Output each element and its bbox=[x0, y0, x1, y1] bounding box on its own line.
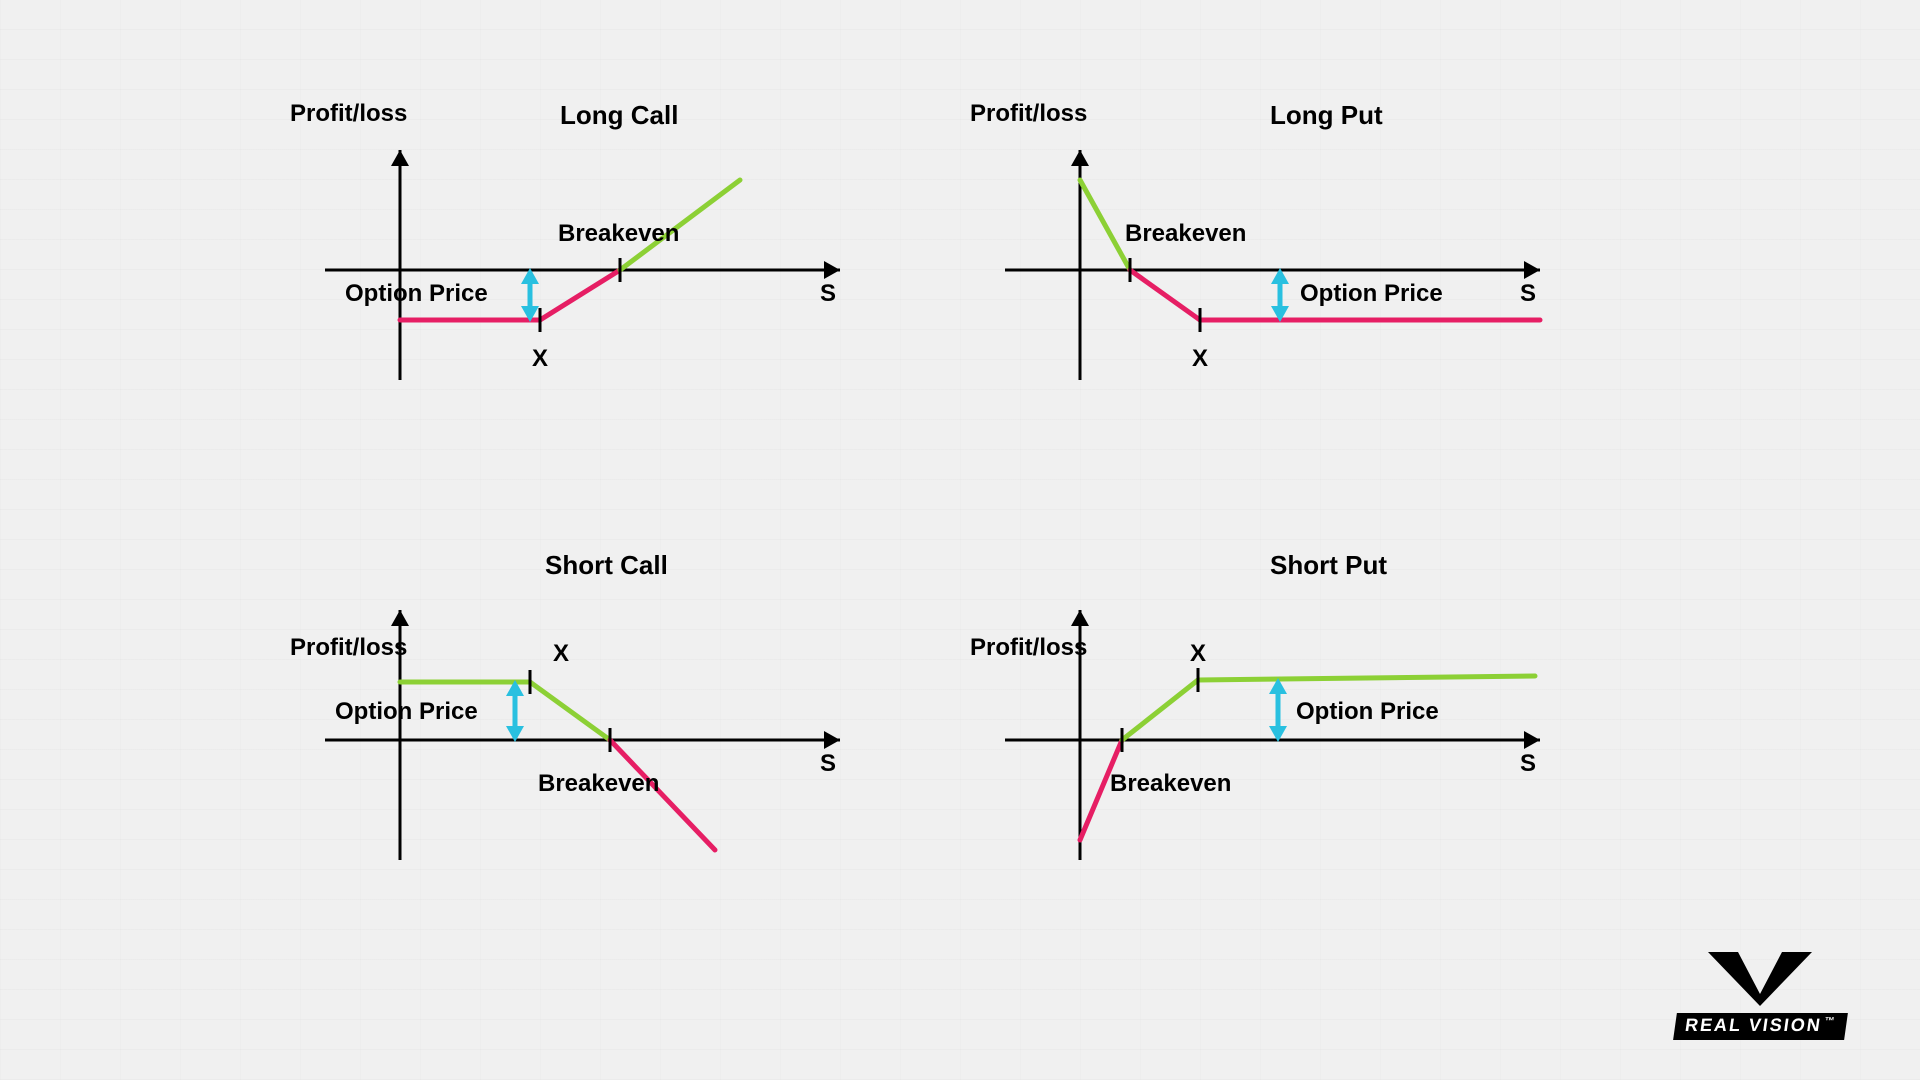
short-put-diagram: Short Put Profit/loss S X Breakeven Opti… bbox=[980, 580, 1620, 880]
short-call-breakeven: Breakeven bbox=[538, 770, 659, 798]
short-put-title: Short Put bbox=[1270, 550, 1387, 581]
long-call-svg bbox=[300, 130, 940, 410]
long-call-title: Long Call bbox=[560, 100, 678, 131]
long-put-strike: X bbox=[1192, 345, 1208, 373]
long-put-xaxis-label: S bbox=[1520, 280, 1536, 308]
short-call-xaxis-label: S bbox=[820, 750, 836, 778]
real-vision-v-icon bbox=[1700, 948, 1820, 1008]
short-call-yaxis-label: Profit/loss bbox=[290, 634, 407, 662]
short-call-diagram: Short Call Profit/loss S X Breakeven Opt… bbox=[300, 580, 940, 880]
short-call-option: Option Price bbox=[335, 698, 478, 726]
long-put-yaxis-label: Profit/loss bbox=[970, 100, 1087, 128]
long-call-strike: X bbox=[532, 345, 548, 373]
long-put-title: Long Put bbox=[1270, 100, 1383, 131]
long-call-option: Option Price bbox=[345, 280, 488, 308]
short-put-option: Option Price bbox=[1296, 698, 1439, 726]
short-put-svg bbox=[980, 580, 1620, 880]
logo-text: REAL VISION bbox=[1683, 1015, 1823, 1035]
short-put-yaxis-label: Profit/loss bbox=[970, 634, 1087, 662]
long-call-yaxis-label: Profit/loss bbox=[290, 100, 407, 128]
long-call-xaxis-label: S bbox=[820, 280, 836, 308]
logo-tm: ™ bbox=[1823, 1016, 1837, 1027]
short-put-xaxis-label: S bbox=[1520, 750, 1536, 778]
short-call-title: Short Call bbox=[545, 550, 668, 581]
short-put-strike: X bbox=[1190, 640, 1206, 668]
long-put-diagram: Long Put Profit/loss S X Breakeven Optio… bbox=[980, 130, 1620, 410]
long-put-breakeven: Breakeven bbox=[1125, 220, 1246, 248]
short-put-breakeven: Breakeven bbox=[1110, 770, 1231, 798]
real-vision-logo: REAL VISION™ bbox=[1660, 948, 1860, 1040]
long-call-breakeven: Breakeven bbox=[558, 220, 679, 248]
short-call-svg bbox=[300, 580, 940, 880]
long-call-diagram: Long Call Profit/loss S X Breakeven Opti… bbox=[300, 130, 940, 410]
short-call-strike: X bbox=[553, 640, 569, 668]
long-put-option: Option Price bbox=[1300, 280, 1443, 308]
long-put-svg bbox=[980, 130, 1620, 410]
